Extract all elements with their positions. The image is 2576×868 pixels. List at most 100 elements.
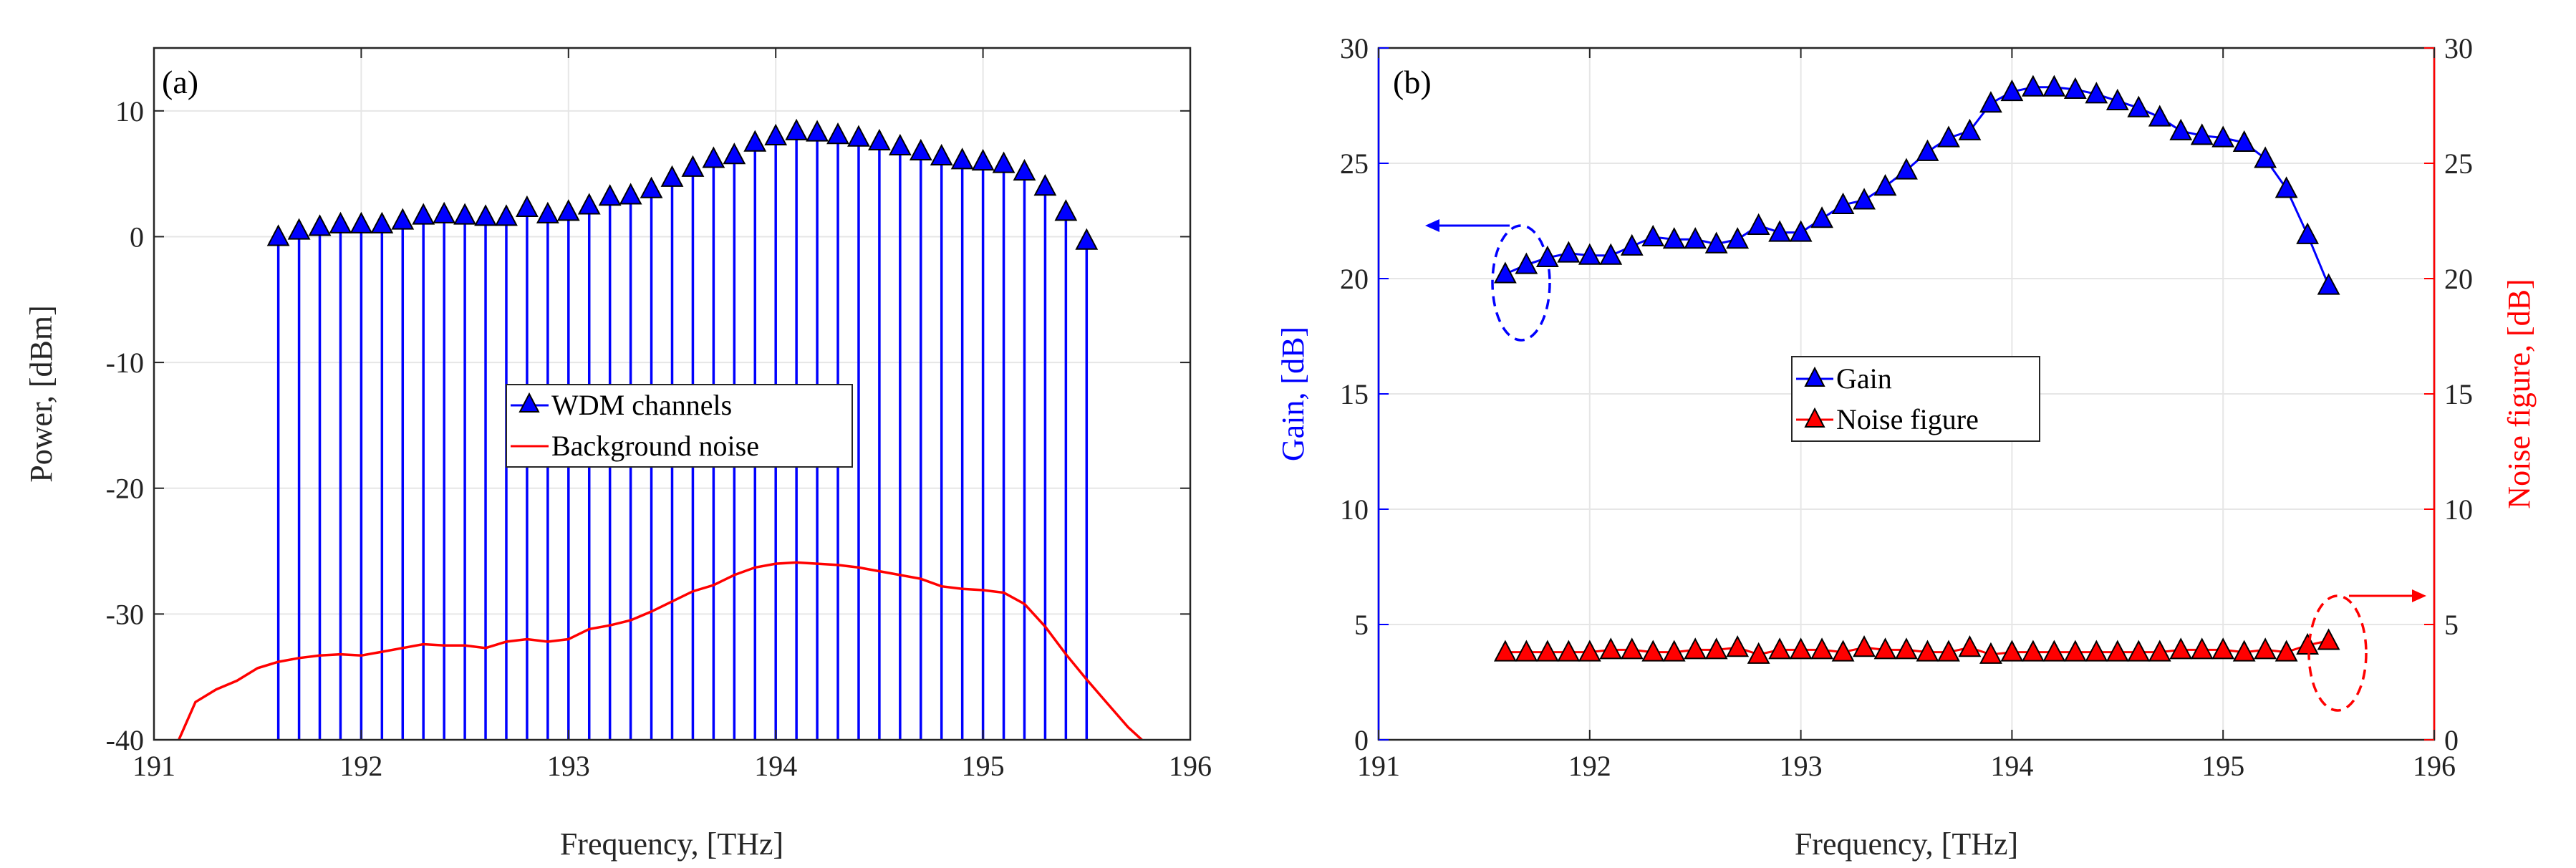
panel-b-noise-figure-markers bbox=[1493, 628, 2340, 664]
wdm-marker bbox=[867, 128, 891, 150]
noise-figure-marker bbox=[1979, 642, 2002, 664]
legend-gain-marker-icon bbox=[1804, 366, 1825, 387]
noise-figure-marker bbox=[2169, 637, 2193, 660]
panel-a-y-tick-label: -20 bbox=[106, 473, 144, 505]
panel-b-label: (b) bbox=[1393, 64, 1432, 100]
noise-figure-marker bbox=[1853, 635, 1876, 657]
legend-noise-label: Background noise bbox=[551, 430, 759, 462]
noise-figure-marker bbox=[1916, 640, 1939, 662]
gain-marker bbox=[1937, 125, 1960, 148]
gain-marker bbox=[2232, 130, 2256, 153]
wdm-marker bbox=[474, 204, 497, 226]
nf-arrow-head-icon bbox=[2412, 589, 2426, 602]
wdm-marker bbox=[266, 224, 290, 246]
wdm-marker bbox=[723, 143, 746, 165]
wdm-marker bbox=[930, 143, 953, 166]
wdm-marker bbox=[806, 120, 829, 142]
legend-gain-label: Gain bbox=[1836, 362, 1892, 395]
wdm-marker bbox=[681, 155, 705, 177]
wdm-marker bbox=[909, 138, 932, 161]
panel-b-x-tick-label: 196 bbox=[2413, 750, 2456, 782]
gain-marker bbox=[1916, 139, 1939, 161]
noise-figure-marker bbox=[1937, 640, 1960, 662]
wdm-marker bbox=[453, 203, 477, 225]
gain-marker bbox=[2254, 146, 2277, 168]
wdm-marker bbox=[764, 123, 788, 145]
panel-b-right-tick-label: 0 bbox=[2444, 724, 2459, 756]
wdm-marker bbox=[287, 218, 311, 240]
panel-b-left-tick-label: 25 bbox=[1340, 148, 1369, 180]
panel-a-y-tick-label: -40 bbox=[106, 724, 144, 756]
noise-figure-marker bbox=[2254, 637, 2277, 660]
noise-figure-marker bbox=[2063, 640, 2087, 662]
panel-b-right-tick-label: 20 bbox=[2444, 263, 2473, 295]
noise-figure-marker bbox=[1493, 640, 1517, 662]
noise-figure-marker bbox=[1704, 637, 1728, 660]
panel-a-x-tick-label: 192 bbox=[339, 750, 382, 782]
panel-b-x-tick-labels: 191 192 193 194 195 196 bbox=[1357, 750, 2456, 782]
noise-figure-marker bbox=[1831, 640, 1855, 662]
wdm-marker bbox=[536, 201, 559, 223]
wdm-marker bbox=[1013, 158, 1036, 181]
gain-marker bbox=[1810, 206, 1833, 228]
panel-a-legend-box bbox=[506, 384, 853, 468]
panel-a-y-tick-label: -10 bbox=[106, 347, 144, 379]
wdm-marker bbox=[950, 148, 974, 170]
wdm-marker bbox=[619, 183, 642, 205]
legend-wdm-label: WDM channels bbox=[551, 389, 732, 421]
panel-b-right-tick-label: 25 bbox=[2444, 148, 2473, 180]
wdm-marker bbox=[992, 151, 1016, 173]
noise-figure-marker bbox=[1726, 635, 1750, 657]
gain-marker bbox=[1515, 252, 1538, 274]
gain-marker bbox=[2169, 118, 2193, 140]
gain-marker bbox=[1789, 220, 1813, 242]
legend-wdm-marker-icon bbox=[518, 392, 540, 413]
panel-a-y-tick-labels: -40 -30 -20 -10 0 10 bbox=[106, 95, 144, 756]
noise-figure-marker bbox=[1620, 637, 1644, 660]
gain-marker bbox=[2021, 74, 2045, 97]
noise-figure-marker bbox=[2296, 632, 2320, 655]
wdm-marker bbox=[329, 211, 352, 233]
gain-marker bbox=[1684, 227, 1707, 249]
noise-figure-marker bbox=[2317, 628, 2340, 650]
panel-b-legend-box bbox=[1791, 356, 2040, 442]
wdm-marker bbox=[1054, 199, 1078, 221]
wdm-marker bbox=[516, 195, 539, 218]
gain-marker bbox=[1641, 224, 1665, 247]
noise-figure-marker bbox=[2000, 640, 2024, 662]
noise-figure-marker bbox=[1557, 640, 1581, 662]
panel-b-x-axis-label: Frequency, [THz] bbox=[1795, 826, 2018, 862]
wdm-marker bbox=[660, 165, 684, 187]
noise-figure-marker bbox=[2148, 640, 2171, 662]
gain-marker bbox=[1768, 220, 1792, 242]
panel-b-right-tick-label: 5 bbox=[2444, 609, 2459, 641]
noise-figure-marker bbox=[2105, 640, 2129, 662]
noise-figure-marker bbox=[1684, 637, 1707, 660]
noise-figure-marker bbox=[1535, 640, 1559, 662]
wdm-marker bbox=[702, 146, 725, 168]
legend-nf-label: Noise figure bbox=[1836, 403, 1979, 435]
wdm-marker bbox=[495, 204, 518, 226]
gain-marker bbox=[2211, 125, 2235, 148]
noise-figure-marker bbox=[2085, 640, 2108, 662]
gain-marker bbox=[1747, 213, 1770, 235]
panel-b-gain-noise-figure: 191 192 193 194 195 196 0 5 10 15 20 25 … bbox=[1275, 32, 2537, 862]
panel-b-x-tick-label: 192 bbox=[1568, 750, 1611, 782]
panel-a-legend: WDM channels Background noise bbox=[506, 384, 853, 468]
noise-figure-marker bbox=[1747, 642, 1770, 664]
panel-a-x-tick-label: 193 bbox=[547, 750, 590, 782]
panel-a-y-tick-label: 0 bbox=[130, 221, 144, 253]
panel-a-x-axis-label: Frequency, [THz] bbox=[560, 826, 783, 862]
panel-a-axes-box bbox=[153, 47, 1192, 741]
noise-figure-marker bbox=[1768, 637, 1792, 660]
panel-a-x-tick-label: 191 bbox=[132, 750, 175, 782]
gain-marker bbox=[1831, 192, 1855, 214]
panel-a-label: (a) bbox=[162, 64, 198, 100]
panel-a-background-noise-line bbox=[177, 561, 1144, 740]
gain-annotation-ellipse bbox=[1491, 224, 1551, 342]
gain-marker bbox=[2190, 123, 2214, 145]
gain-marker bbox=[2127, 95, 2151, 117]
panel-b-gain-markers bbox=[1493, 74, 2340, 295]
gain-marker bbox=[2000, 79, 2024, 102]
panel-a-tick-marks bbox=[153, 48, 1191, 741]
